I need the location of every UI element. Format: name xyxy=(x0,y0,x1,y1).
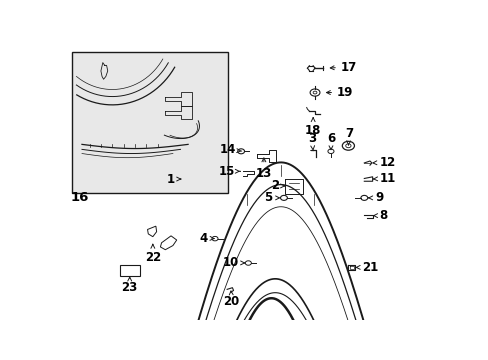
Text: 10: 10 xyxy=(222,256,244,269)
Text: 8: 8 xyxy=(373,209,387,222)
Text: 1: 1 xyxy=(166,172,181,185)
Circle shape xyxy=(360,195,367,201)
Text: 14: 14 xyxy=(220,143,241,157)
Polygon shape xyxy=(160,236,176,250)
FancyBboxPatch shape xyxy=(120,265,139,276)
Text: 23: 23 xyxy=(122,277,138,294)
Text: 6: 6 xyxy=(326,132,334,150)
Circle shape xyxy=(312,91,316,94)
Circle shape xyxy=(342,141,354,150)
Text: 5: 5 xyxy=(264,192,279,204)
Text: 13: 13 xyxy=(255,158,271,180)
Polygon shape xyxy=(147,226,156,237)
Circle shape xyxy=(309,89,319,96)
Text: 3: 3 xyxy=(307,132,315,151)
Text: 4: 4 xyxy=(200,231,214,244)
Text: 2: 2 xyxy=(270,179,284,193)
Text: 22: 22 xyxy=(144,244,161,264)
Text: 20: 20 xyxy=(223,291,239,309)
Text: 21: 21 xyxy=(355,261,378,274)
Circle shape xyxy=(245,261,251,265)
Text: 16: 16 xyxy=(70,190,89,203)
Circle shape xyxy=(280,195,287,201)
Circle shape xyxy=(327,149,333,153)
Circle shape xyxy=(345,144,350,148)
FancyBboxPatch shape xyxy=(72,51,227,193)
Text: 7: 7 xyxy=(345,127,352,145)
Text: 12: 12 xyxy=(372,156,395,169)
Text: 19: 19 xyxy=(326,86,353,99)
Text: 18: 18 xyxy=(305,118,321,137)
Text: 9: 9 xyxy=(368,192,383,204)
Text: 17: 17 xyxy=(329,60,356,73)
Text: 11: 11 xyxy=(373,172,395,185)
Text: 15: 15 xyxy=(218,165,240,178)
Circle shape xyxy=(237,149,244,154)
Circle shape xyxy=(211,237,218,241)
